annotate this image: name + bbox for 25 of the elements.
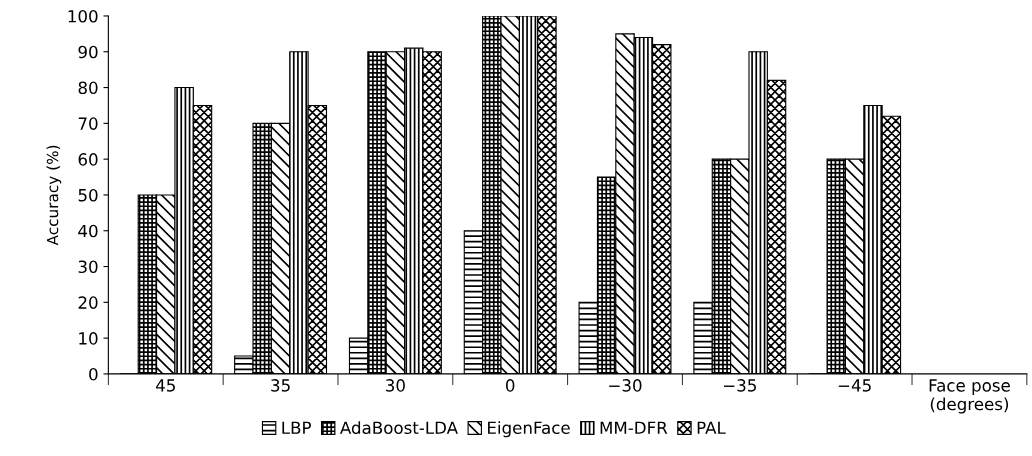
y-tick-label: 10 — [79, 332, 98, 345]
y-tick-label: 20 — [78, 296, 98, 309]
x-tick-label: −30 — [609, 379, 642, 392]
x-tick-label: 30 — [386, 379, 405, 392]
x-tick-label: 0 — [505, 379, 515, 392]
y-tick-label: 100 — [68, 9, 98, 23]
x-tick-label: −45 — [838, 379, 871, 392]
x-tick-label: Face pose (degrees) — [929, 379, 1010, 414]
y-tick-label: 60 — [78, 153, 98, 166]
legend-label: MM-DFR — [600, 421, 668, 434]
legend-label: EigenFace — [488, 421, 570, 438]
x-tick-label: −35 — [723, 379, 756, 392]
x-tick-label: 35 — [271, 379, 290, 392]
x-tick-label: 45 — [155, 379, 175, 392]
legend-label: PAL — [697, 421, 726, 434]
legend-label: AdaBoost-LDA — [340, 421, 458, 435]
y-tick-label: 70 — [78, 117, 98, 130]
y-tick-label: 30 — [78, 260, 98, 274]
y-tick-label: 40 — [78, 224, 98, 238]
y-tick-label: 0 — [89, 367, 98, 381]
y-tick-label: 50 — [78, 188, 98, 202]
y-tick-label: 80 — [78, 81, 98, 95]
legend-label: LBP — [282, 421, 311, 434]
y-axis-title: Accuracy (%) — [46, 145, 62, 246]
y-tick-label: 90 — [78, 45, 98, 59]
